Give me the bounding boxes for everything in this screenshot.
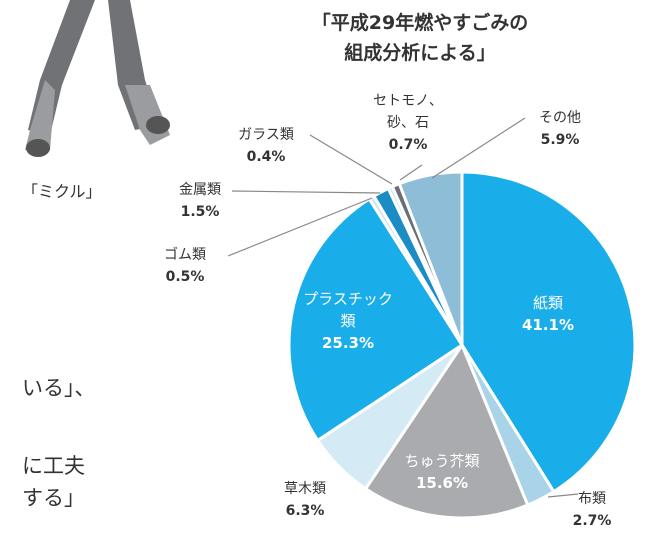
- category-label: 草木類: [284, 481, 326, 497]
- category-label: 布類: [578, 491, 606, 507]
- slice-label: セトモノ、 砂、石 0.7%: [373, 90, 443, 156]
- value-label: 1.5%: [179, 201, 221, 223]
- value-label: 0.5%: [164, 266, 206, 288]
- category-label: プラスチック 類: [303, 290, 393, 330]
- value-label: 0.4%: [238, 146, 294, 168]
- slice-label: 紙類 41.1%: [522, 292, 574, 336]
- slice-label: 布類 2.7%: [573, 488, 612, 532]
- illustration: [25, 0, 170, 157]
- slice-label: 金属類 1.5%: [179, 179, 221, 223]
- page: 「平成29年燃やすごみの 組成分析による」 「ミクル」 紙類 41.1% 布類 2.7…: [0, 0, 647, 534]
- slice-label: その他 5.9%: [539, 107, 581, 151]
- chart-title: 「平成29年燃やすごみの 組成分析による」: [312, 8, 528, 68]
- value-label: 6.3%: [284, 500, 326, 522]
- body-text: する」: [22, 482, 85, 512]
- leader-line: [432, 118, 525, 178]
- value-label: 15.6%: [404, 472, 479, 494]
- category-label: ちゅう芥類: [404, 452, 479, 470]
- chart: [0, 0, 647, 534]
- category-label: ガラス類: [238, 127, 294, 143]
- caption: 「ミクル」: [22, 178, 102, 202]
- value-label: 41.1%: [522, 314, 574, 336]
- category-label: 紙類: [533, 294, 563, 312]
- body-text: いる」、: [22, 372, 96, 402]
- leader-line: [232, 191, 380, 193]
- body-text: に工夫: [22, 450, 85, 480]
- slice-label: 草木類 6.3%: [284, 478, 326, 522]
- value-label: 2.7%: [573, 510, 612, 532]
- slice-label: ゴム類 0.5%: [164, 244, 206, 288]
- category-label: その他: [539, 110, 581, 126]
- slice-label: ちゅう芥類 15.6%: [404, 450, 479, 494]
- category-label: ゴム類: [164, 247, 206, 263]
- category-label: セトモノ、 砂、石: [373, 93, 443, 131]
- category-label: 金属類: [179, 182, 221, 198]
- value-label: 25.3%: [303, 332, 393, 354]
- value-label: 0.7%: [373, 134, 443, 156]
- value-label: 5.9%: [539, 129, 581, 151]
- slice-label: ガラス類 0.4%: [238, 124, 294, 168]
